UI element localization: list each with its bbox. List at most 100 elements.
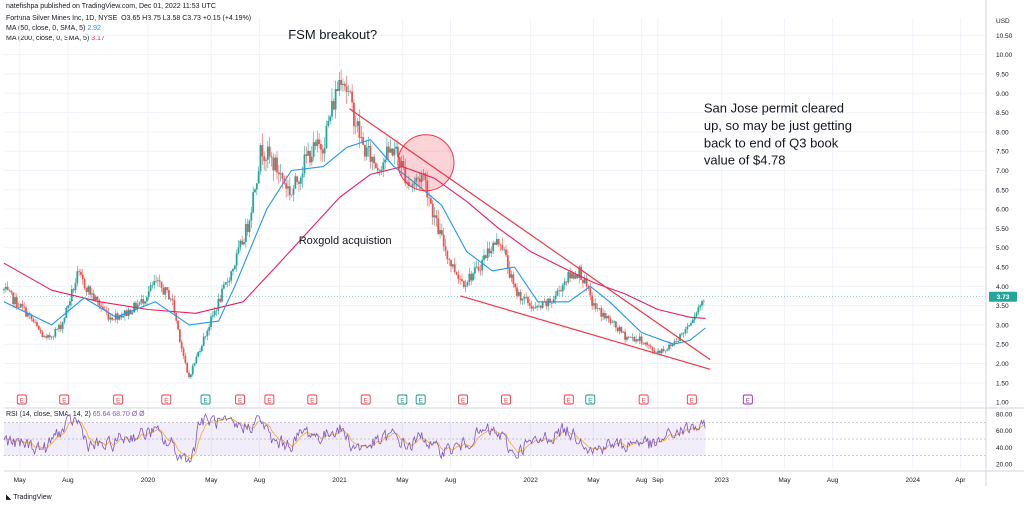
candle-body bbox=[697, 307, 700, 313]
candle-body bbox=[221, 288, 223, 302]
ma50-legend[interactable]: MA (50, close, 0, SMA, 5) 2.92 bbox=[6, 25, 101, 32]
candle-body bbox=[664, 350, 667, 352]
x-tick-label: 2021 bbox=[332, 477, 347, 484]
candle-body bbox=[686, 326, 689, 330]
candle-body bbox=[136, 304, 139, 309]
candle-body bbox=[158, 280, 161, 282]
candle-body bbox=[453, 264, 456, 272]
tradingview-logo[interactable]: ◣ TradingView bbox=[6, 493, 52, 501]
candle-body bbox=[420, 175, 423, 182]
last-price-badge bbox=[989, 291, 1017, 302]
candle-body bbox=[288, 186, 291, 196]
candle-body bbox=[111, 317, 113, 320]
candle-body bbox=[47, 335, 49, 338]
candle-body bbox=[255, 183, 258, 190]
y-tick-label: 8.00 bbox=[996, 129, 1009, 136]
candle-body bbox=[354, 125, 357, 127]
candle-body bbox=[41, 332, 44, 337]
candle-body bbox=[462, 280, 465, 287]
candle-body bbox=[459, 279, 462, 280]
earnings-marker bbox=[235, 394, 246, 405]
candle-body bbox=[488, 248, 491, 254]
y-tick-label: 3.00 bbox=[996, 322, 1009, 329]
candle-body bbox=[550, 302, 553, 304]
candle-body bbox=[389, 148, 392, 153]
candle-body bbox=[279, 173, 282, 175]
candle-body bbox=[39, 329, 42, 333]
candle-body bbox=[153, 280, 156, 285]
candle-body bbox=[446, 251, 449, 260]
candle-body bbox=[407, 182, 410, 187]
candle-body bbox=[657, 350, 659, 353]
candle-body bbox=[406, 182, 408, 184]
earnings-marker-label: E bbox=[400, 398, 404, 404]
candle-body bbox=[211, 315, 214, 317]
candle-body bbox=[294, 176, 297, 189]
candle-body bbox=[666, 349, 669, 351]
candle-body bbox=[83, 279, 86, 288]
candle-body bbox=[37, 325, 40, 330]
candle-body bbox=[281, 173, 284, 179]
candle-body bbox=[151, 284, 154, 286]
candle-body bbox=[545, 301, 548, 307]
candle-body bbox=[167, 290, 170, 300]
candle-body bbox=[182, 348, 185, 356]
trendlines bbox=[349, 108, 711, 370]
candle-body bbox=[629, 337, 632, 338]
candle-body bbox=[690, 323, 692, 326]
earnings-marker bbox=[59, 394, 70, 405]
candle-body bbox=[177, 320, 179, 330]
x-tick-label: Aug bbox=[62, 477, 74, 484]
candle-body bbox=[246, 224, 249, 232]
candle-body bbox=[292, 188, 295, 195]
candle-body bbox=[499, 244, 502, 245]
candle-body bbox=[677, 341, 680, 342]
rsi-legend[interactable]: RSI (14, close, SMA, 14, 2) 65.64 68.70 … bbox=[6, 411, 145, 418]
ma50-value: 2.92 bbox=[87, 25, 101, 32]
candle-body bbox=[521, 298, 524, 301]
candle-body bbox=[576, 274, 579, 278]
candle-body bbox=[94, 296, 97, 301]
candle-body bbox=[572, 273, 575, 279]
candle-body bbox=[653, 350, 656, 354]
x-tick-label: May bbox=[587, 477, 600, 484]
brand-name: TradingView bbox=[13, 494, 52, 501]
candle-body bbox=[299, 177, 302, 184]
candle-body bbox=[345, 86, 348, 92]
y-tick-label: 10.50 bbox=[996, 33, 1013, 40]
earnings-marker-label: E bbox=[419, 398, 423, 404]
candle-body bbox=[118, 315, 121, 320]
x-tick-label: Aug bbox=[445, 477, 457, 484]
candle-body bbox=[186, 362, 189, 373]
y-tick-label: 5.50 bbox=[996, 226, 1009, 233]
earnings-marker-label: E bbox=[204, 398, 208, 404]
candle-body bbox=[343, 83, 346, 87]
candle-body bbox=[274, 157, 277, 171]
earnings-marker bbox=[415, 394, 426, 405]
earnings-marker bbox=[638, 394, 649, 405]
candle-body bbox=[402, 161, 405, 168]
candle-body bbox=[393, 148, 396, 156]
candle-body bbox=[15, 297, 18, 308]
candle-body bbox=[539, 305, 542, 308]
candle-body bbox=[532, 307, 535, 309]
symbol-name[interactable]: Fortuna Silver Mines Inc, 1D, NYSE bbox=[6, 15, 118, 22]
x-tick-label: 2023 bbox=[714, 477, 729, 484]
candle-body bbox=[503, 249, 506, 251]
candle-body bbox=[386, 146, 388, 160]
candle-body bbox=[50, 336, 53, 338]
candle-body bbox=[69, 301, 71, 306]
ma200-legend[interactable]: MA (200, close, 0, SMA, 5) 3.17 bbox=[6, 35, 105, 42]
candle-body bbox=[342, 83, 344, 85]
candle-body bbox=[373, 156, 375, 164]
candle-body bbox=[464, 285, 467, 287]
candle-body bbox=[250, 212, 253, 221]
candle-body bbox=[327, 121, 330, 126]
earnings-marker-label: E bbox=[238, 398, 242, 404]
candle-body bbox=[620, 327, 623, 333]
annotations: FSM breakout? Roxgold acquistion San Jose … bbox=[288, 27, 852, 247]
candle-body bbox=[188, 372, 190, 378]
candle-body bbox=[563, 281, 566, 286]
candle-body bbox=[411, 184, 414, 187]
